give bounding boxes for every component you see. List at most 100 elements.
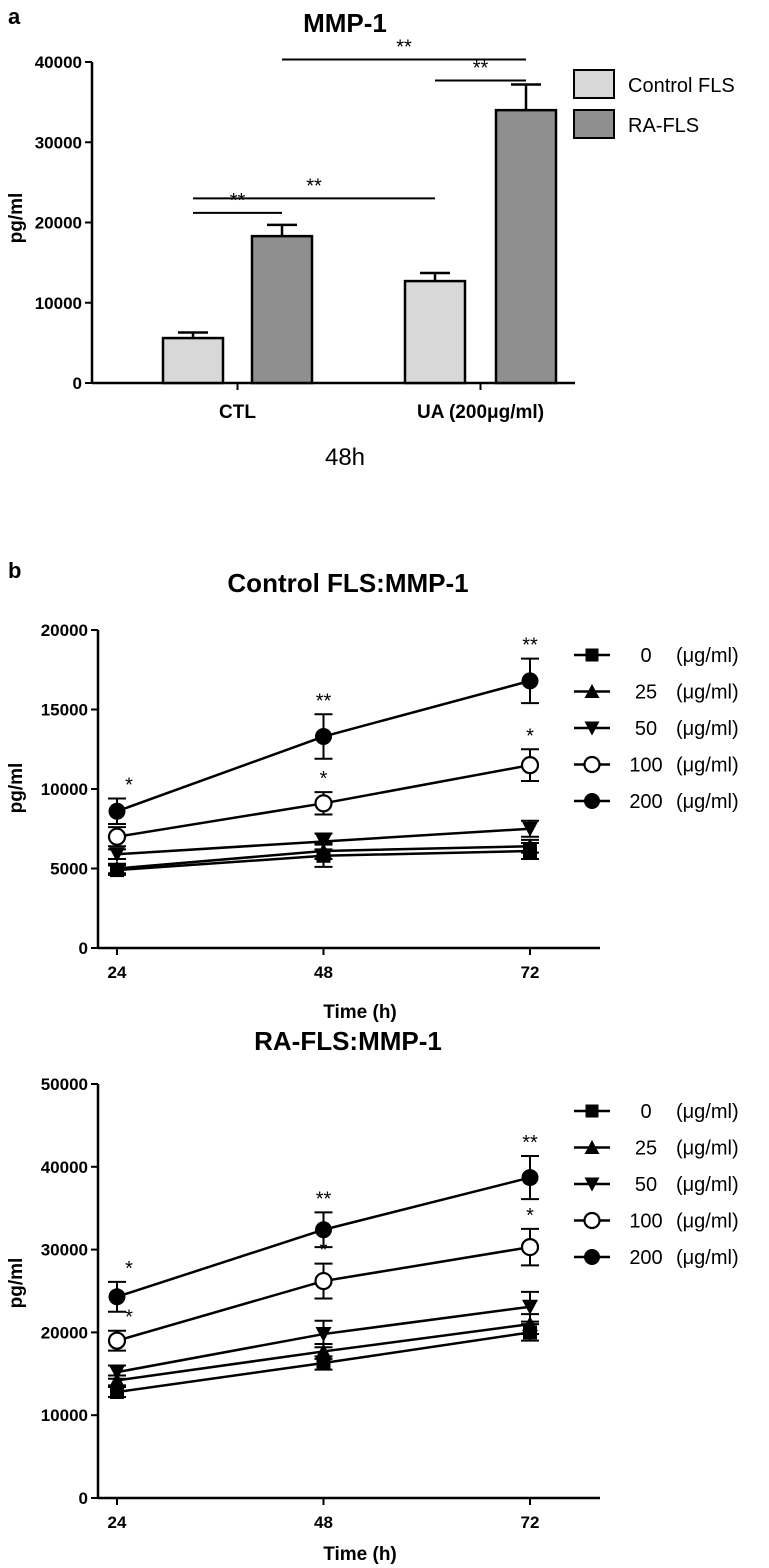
legend-unit: (μg/ml)	[676, 1138, 739, 1160]
marker-square	[585, 648, 599, 662]
marker-triangle-down	[522, 1299, 538, 1315]
significance-label: *	[320, 1240, 328, 1262]
significance-label: *	[526, 1205, 534, 1227]
y-tick-label: 30000	[35, 133, 82, 152]
legend-swatch	[573, 69, 615, 99]
y-tick-label: 20000	[35, 214, 82, 233]
bar-ra-fls	[494, 108, 558, 385]
legend-label: 200	[629, 1247, 662, 1269]
y-tick-label: 10000	[35, 294, 82, 313]
marker-circle-filled	[108, 1288, 126, 1306]
legend-unit: (μg/ml)	[676, 791, 739, 813]
significance-label: **	[522, 635, 538, 657]
legend-unit: (μg/ml)	[676, 1247, 739, 1269]
y-tick-label: 40000	[41, 1158, 88, 1177]
marker-circle-open	[520, 1238, 540, 1257]
marker-circle-open	[314, 794, 333, 813]
chart-a-plot: 0 10000 20000 30000 40000 CTL UA (200μg/ml) ** *…	[35, 36, 735, 423]
legend-swatch	[573, 109, 615, 139]
bar-control-fls	[403, 279, 467, 385]
significance-label: *	[125, 1307, 133, 1329]
x-tick-label: 48	[314, 963, 333, 982]
x-tick-label: 72	[521, 1513, 540, 1532]
legend-unit: (μg/ml)	[676, 1174, 739, 1196]
marker-circle-filled	[315, 728, 332, 746]
marker-triangle-up	[315, 1343, 332, 1359]
chart-b1-ylabel: pg/ml	[6, 763, 27, 814]
chart-b2-xlabel: Time (h)	[323, 1544, 397, 1565]
y-tick-label: 10000	[41, 780, 88, 799]
marker-circle-open	[520, 756, 540, 775]
marker-triangle-down	[522, 821, 538, 837]
marker-triangle-down	[315, 1327, 332, 1343]
chart-b2-title: RA-FLS:MMP-1	[254, 1026, 442, 1056]
x-tick-label: 24	[108, 963, 127, 982]
significance-label: *	[320, 768, 328, 790]
x-tick-label: UA (200μg/ml)	[417, 402, 544, 423]
marker-circle-filled	[521, 672, 539, 690]
legend-label: 100	[629, 755, 662, 777]
y-tick-label: 40000	[35, 53, 82, 72]
chart-a-ylabel: pg/ml	[6, 193, 27, 244]
x-tick-label: 24	[108, 1513, 127, 1532]
legend-label: 25	[635, 1138, 657, 1160]
marker-triangle-down	[109, 1365, 125, 1381]
marker-triangle-up	[522, 1316, 538, 1332]
y-tick-label: 5000	[50, 860, 88, 879]
panel-b-label: b	[8, 558, 21, 583]
legend-label: 50	[635, 718, 657, 740]
legend-label: Control FLS	[628, 75, 735, 97]
marker-circle-filled	[315, 1221, 332, 1239]
marker-circle-open	[314, 1271, 333, 1291]
legend-label: 0	[640, 645, 651, 667]
legend-unit: (μg/ml)	[676, 645, 739, 667]
marker-circle-open	[583, 755, 601, 774]
legend-unit: (μg/ml)	[676, 682, 739, 704]
y-tick-label: 15000	[41, 701, 88, 720]
significance-label: **	[522, 1132, 538, 1154]
marker-circle-open	[107, 827, 127, 846]
marker-square	[110, 1385, 124, 1400]
significance-label: **	[473, 57, 489, 79]
y-tick-label: 20000	[41, 621, 88, 640]
marker-circle-filled	[108, 802, 126, 820]
marker-triangle-up	[584, 684, 600, 698]
legend-unit: (μg/ml)	[676, 755, 739, 777]
marker-circle-filled	[584, 793, 600, 809]
marker-circle-filled	[521, 1169, 539, 1187]
x-tick-label: 72	[521, 963, 540, 982]
chart-b1-title: Control FLS:MMP-1	[227, 568, 468, 598]
x-tick-label: 48	[314, 1513, 333, 1532]
marker-circle-filled	[584, 1249, 600, 1265]
significance-label: **	[306, 175, 322, 197]
significance-label: *	[526, 725, 534, 747]
y-tick-label: 0	[73, 374, 82, 393]
significance-label: **	[316, 690, 332, 712]
y-tick-label: 20000	[41, 1323, 88, 1342]
significance-label: *	[125, 775, 133, 797]
marker-triangle-up	[109, 860, 125, 876]
y-tick-label: 10000	[41, 1406, 88, 1425]
legend-label: 100	[629, 1211, 662, 1233]
legend-unit: (μg/ml)	[676, 718, 739, 740]
legend-unit: (μg/ml)	[676, 1211, 739, 1233]
legend-label: 0	[640, 1101, 651, 1123]
significance-label: **	[396, 36, 412, 58]
legend-label: RA-FLS	[628, 115, 699, 137]
chart-a-title: MMP-1	[303, 8, 387, 38]
legend-label: 200	[629, 791, 662, 813]
marker-circle-open	[583, 1211, 601, 1230]
marker-circle-open	[107, 1331, 127, 1350]
marker-triangle-down	[109, 847, 125, 863]
marker-triangle-up	[315, 843, 332, 859]
y-tick-label: 0	[79, 1489, 88, 1508]
significance-label: *	[125, 1258, 133, 1280]
chart-a-xlabel: 48h	[325, 444, 365, 471]
marker-triangle-down	[315, 834, 332, 850]
marker-triangle-up	[522, 838, 538, 854]
x-tick-label: CTL	[219, 402, 256, 423]
chart-b2-ylabel: pg/ml	[6, 1258, 27, 1309]
